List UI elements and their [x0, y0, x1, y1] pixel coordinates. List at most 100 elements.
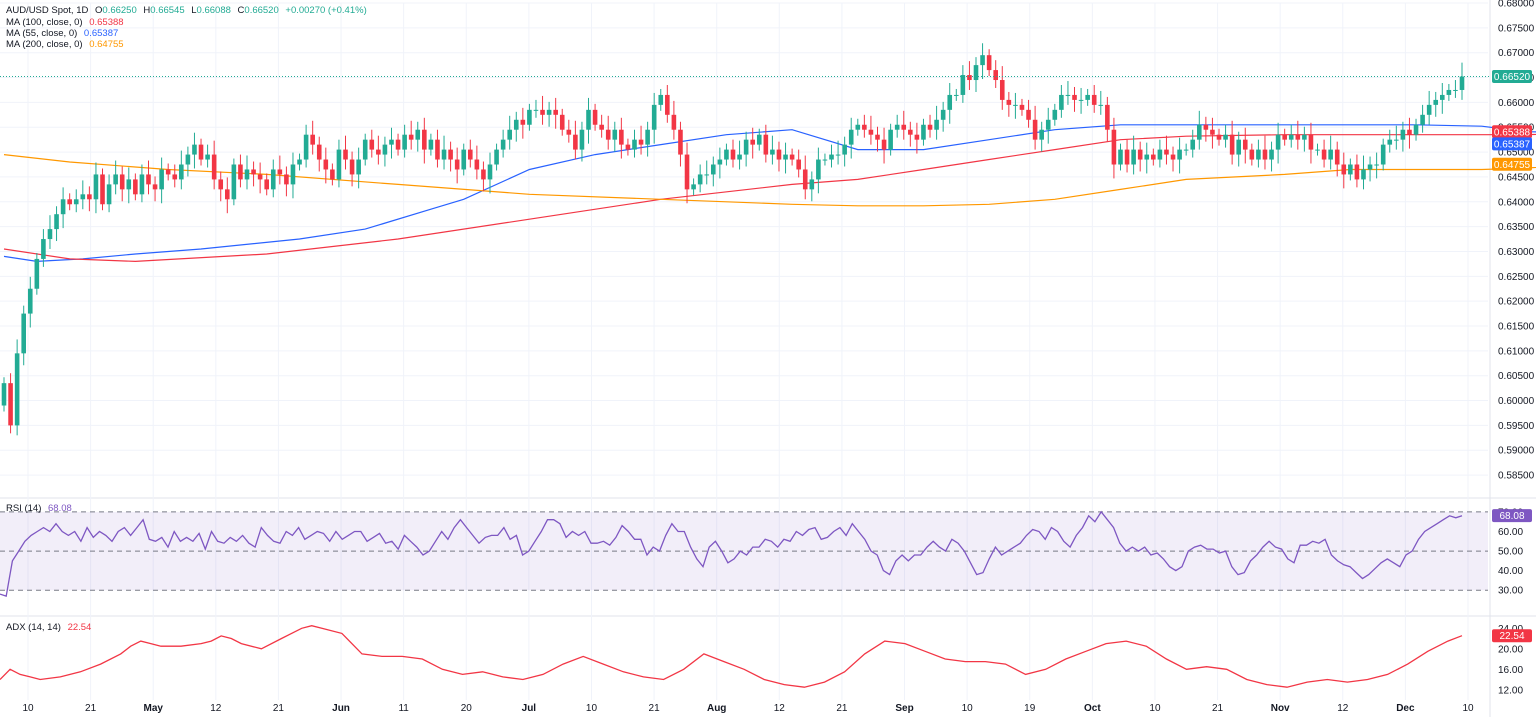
price-axis-tick: 0.63500	[1498, 222, 1535, 233]
legend-ma200-label: MA (200, close, 0)	[6, 39, 83, 50]
candle-body	[126, 179, 132, 190]
candle-body	[251, 169, 256, 175]
time-axis-tick: 19	[1024, 703, 1036, 714]
candle-body	[1032, 119, 1038, 140]
candle-body	[1026, 109, 1031, 120]
price-axis-tick: 0.60500	[1498, 371, 1535, 382]
candle-body	[638, 139, 644, 145]
rsi-axis-tick: 30.00	[1498, 586, 1523, 597]
candle-body	[684, 154, 690, 190]
time-axis-tick: 10	[1149, 703, 1161, 714]
price-axis-tick: 0.67000	[1498, 48, 1535, 59]
candle-body	[165, 169, 171, 175]
candle-body	[599, 124, 604, 130]
legend-ma100: MA (100, close, 0) 0.65388	[6, 17, 124, 28]
time-axis-tick: 10	[22, 703, 34, 714]
candle-body	[1302, 134, 1307, 140]
candle-body	[34, 258, 40, 289]
adx-line-group	[0, 625, 1463, 688]
candle-body	[1170, 154, 1176, 160]
candle-body	[862, 124, 867, 130]
time-axis-tick: 21	[85, 703, 97, 714]
candle-body	[467, 149, 473, 160]
candle-body	[553, 109, 558, 115]
legend-ma200-value: 0.64755	[89, 39, 123, 50]
candle-body	[481, 169, 486, 180]
high-prefix: H	[143, 5, 150, 16]
candle-body	[934, 119, 939, 130]
candle-body	[507, 129, 513, 140]
candle-body	[402, 134, 407, 150]
candle-body	[21, 313, 27, 354]
candle-body	[1282, 134, 1287, 140]
time-axis-tick: 21	[1212, 703, 1224, 714]
candle-body	[1223, 134, 1228, 140]
candle-body	[310, 134, 315, 145]
ma100-price-tag	[1492, 125, 1532, 139]
rsi-tag-text: 68.08	[1499, 511, 1524, 522]
symbol-title: AUD/USD Spot, 1D O0.66250 H0.66545 L0.66…	[6, 5, 367, 16]
candle-body	[619, 129, 624, 145]
candle-body	[743, 139, 749, 155]
candle-body	[192, 144, 197, 155]
candle-body	[546, 109, 552, 115]
candle-body	[185, 154, 191, 165]
candle-body	[349, 159, 355, 175]
candle-body	[297, 159, 302, 165]
candle-body	[159, 169, 164, 190]
time-axis-tick: Oct	[1084, 703, 1101, 714]
candle-body	[1295, 134, 1301, 140]
price-axis-tick: 0.62500	[1498, 272, 1535, 283]
candle-body	[133, 179, 138, 195]
candle-body	[1229, 134, 1235, 155]
candle-body	[868, 129, 874, 135]
candle-body	[1203, 124, 1209, 130]
candle-body	[179, 164, 184, 180]
time-axis-tick: 11	[398, 703, 409, 714]
candle-body	[1249, 149, 1255, 160]
candle-body	[1420, 114, 1425, 125]
legend-ma55-value: 0.65387	[84, 28, 118, 39]
candle-body	[605, 129, 611, 140]
rsi-label: RSI (14)	[6, 503, 41, 514]
candle-body	[1374, 164, 1379, 166]
candle-body	[527, 109, 532, 125]
candle-body	[1124, 149, 1130, 165]
candle-body	[303, 134, 309, 160]
candle-body	[1131, 149, 1136, 165]
candle-body	[763, 134, 769, 155]
low-prefix: L	[191, 5, 196, 16]
candle-body	[1210, 129, 1215, 135]
candle-body	[284, 174, 289, 185]
legend-ma55: MA (55, close, 0) 0.65387	[6, 28, 118, 39]
time-axis-tick: Dec	[1396, 703, 1415, 714]
candle-body	[408, 134, 414, 140]
candle-body	[750, 139, 756, 145]
candle-body	[1380, 144, 1386, 165]
symbol-label: AUD/USD Spot, 1D	[6, 5, 88, 16]
time-axis-tick: 21	[273, 703, 285, 714]
candle-body	[1157, 149, 1163, 160]
candle-body	[362, 139, 368, 160]
candle-body	[1177, 149, 1182, 160]
candle-body	[1019, 104, 1025, 110]
candle-body	[1078, 99, 1084, 101]
candle-body	[573, 134, 578, 150]
ma200-price-tag	[1492, 157, 1532, 171]
candle-body	[579, 129, 585, 150]
candle-body	[986, 55, 992, 71]
candle-body	[67, 199, 72, 205]
candle-body	[1407, 129, 1412, 135]
ma55-price-tag-text: 0.65387	[1494, 139, 1531, 150]
candle-body	[592, 109, 598, 125]
candle-body	[14, 353, 20, 426]
candle-body	[789, 154, 795, 160]
candle-body	[947, 94, 953, 110]
adx-axis-tick: 20.00	[1498, 644, 1523, 655]
candle-body	[8, 383, 13, 426]
candle-body	[1072, 94, 1077, 100]
candle-body	[277, 169, 283, 175]
candle-body	[1413, 124, 1419, 135]
candle-body	[1453, 89, 1458, 91]
rsi-axis-tick: 40.00	[1498, 566, 1523, 577]
